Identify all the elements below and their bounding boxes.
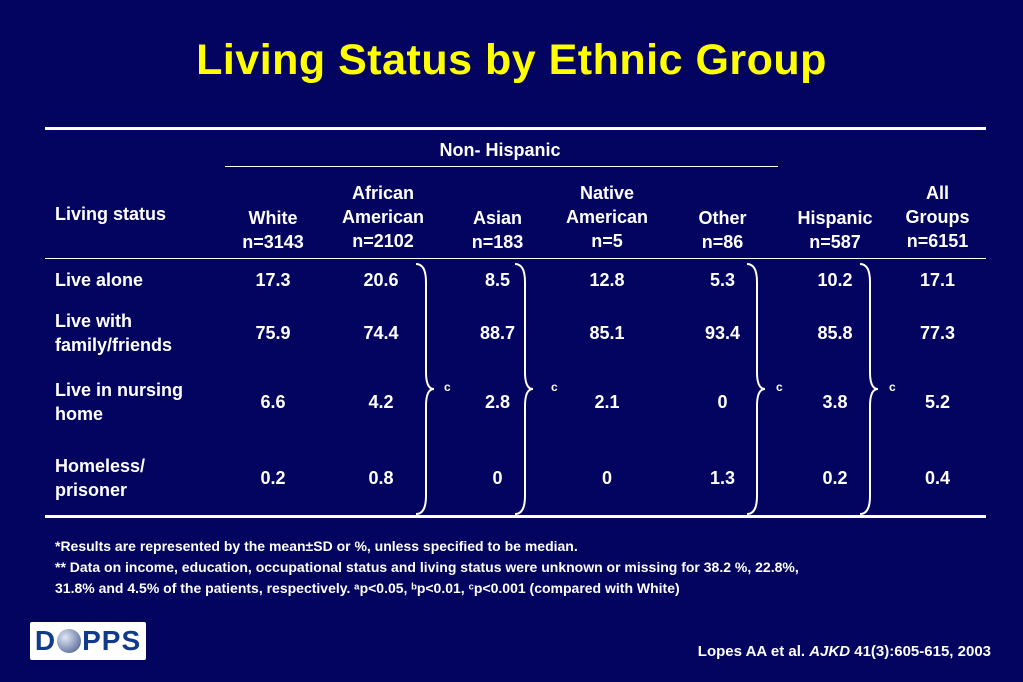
table-bottom-rule [45,515,986,518]
table-cell: 0.2 [260,468,286,488]
table-cell: 4.2 [368,392,394,412]
table-cell: 3.8 [822,392,848,412]
table-cell: 0.8 [368,468,394,488]
table-cell: 0.4 [924,468,951,488]
significance-mark: c [551,380,558,394]
table-cell: 2.8 [484,392,511,412]
citation: Lopes AA et al. AJKD 41(3):605-615, 2003 [698,643,991,660]
table-cell: 0.2 [822,468,848,488]
brace-african-american [415,263,435,515]
citation-prefix: Lopes AA et al. [697,643,806,660]
table-cell: 93.4 [704,323,741,343]
significance-mark: c [444,380,451,394]
table-cell: 12.8 [589,270,625,290]
footnote-3: 31.8% and 4.5% of the patients, respecti… [55,580,680,596]
table-cell: 17.1 [919,270,956,290]
table-cell: 17.3 [255,270,291,290]
table-top-rule [45,127,986,130]
logo-text-right: PPS [82,625,142,656]
brace-hispanic [859,263,879,515]
row-label-homeless: Homeless/ prisoner [55,456,146,500]
footnote-1: *Results are represented by the mean±SD … [55,538,578,554]
table-cell: 0 [492,468,503,488]
row-label-live-alone: Live alone [55,270,144,290]
table-cell: 1.3 [709,468,736,488]
column-header-hispanic: Hispanic n=587 [797,208,873,252]
group-header-non-hispanic: Non- Hispanic [439,140,561,160]
group-header-rule [225,166,778,167]
table-cell: 10.2 [817,270,853,290]
row-label-nursing-home: Live in nursing home [55,380,184,424]
table-cell: 85.1 [589,323,625,343]
row-label-live-with-family: Live with family/friends [55,311,173,355]
citation-journal: AJKD [809,643,851,660]
slide-title: Living Status by Ethnic Group [196,36,827,84]
table-cell: 0 [601,468,612,488]
column-header-native-american: Native American n=5 [565,183,649,251]
column-header-other: Other n=86 [698,208,747,252]
column-header-asian: Asian n=183 [471,208,524,252]
brace-asian [514,263,534,515]
table-cell: 85.8 [817,323,853,343]
table-cell: 74.4 [363,323,399,343]
brace-other [746,263,766,515]
column-header-white: White n=3143 [242,208,304,252]
globe-icon [57,629,82,653]
table-cell: 8.5 [484,270,511,290]
citation-suffix: 41(3):605-615, 2003 [854,643,991,660]
table-cell: 20.6 [363,270,399,290]
header-bottom-rule [45,258,986,259]
significance-mark: c [776,380,783,394]
footnote-2: ** Data on income, education, occupation… [55,559,799,575]
table-cell: 5.2 [924,392,951,412]
dopps-logo: D PPS [30,622,146,660]
table-cell: 5.3 [709,270,736,290]
table-cell: 2.1 [594,392,620,412]
table-cell: 75.9 [255,323,291,343]
table-cell: 88.7 [479,323,516,343]
table-cell: 77.3 [919,323,956,343]
table-cell: 0 [717,392,728,412]
column-header-all-groups: All Groups n=6151 [905,183,970,251]
column-header-african-american: African American n=2102 [341,183,425,251]
row-header-living-status: Living status [55,204,167,224]
logo-text-left: D [34,625,57,656]
table-cell: 6.6 [260,392,286,412]
significance-mark: c [889,380,896,394]
